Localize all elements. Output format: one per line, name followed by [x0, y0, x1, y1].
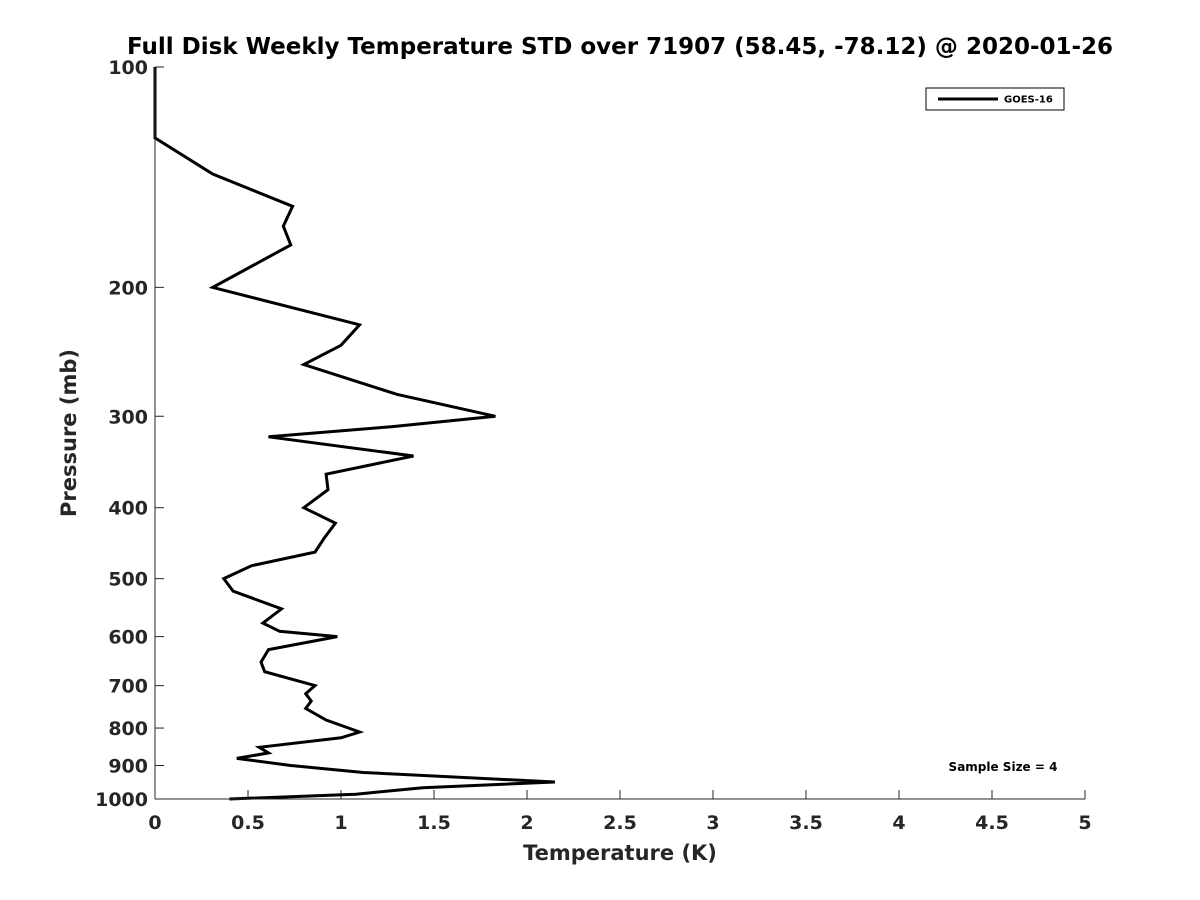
- chart-title: Full Disk Weekly Temperature STD over 71…: [127, 34, 1113, 60]
- y-tick-label: 800: [108, 718, 148, 740]
- x-tick-label: 4.5: [975, 812, 1009, 834]
- series-line-goes-16: [153, 67, 555, 801]
- y-tick-label: 500: [108, 569, 148, 591]
- y-tick-label: 1000: [95, 789, 148, 811]
- x-tick-label: 5: [1078, 812, 1091, 834]
- x-tick-label: 1: [334, 812, 347, 834]
- y-tick-label: 600: [108, 627, 148, 649]
- x-tick-label: 1.5: [417, 812, 451, 834]
- x-axis-ticks: 0 0.5 1 1.5 2 2.5 3 3.5 4 4.5 5: [148, 790, 1092, 834]
- legend-label: GOES-16: [1004, 95, 1053, 106]
- y-tick-label: 900: [108, 756, 148, 778]
- x-tick-label: 2.5: [603, 812, 637, 834]
- x-tick-label: 0: [148, 812, 161, 834]
- y-tick-label: 400: [108, 498, 148, 520]
- sample-size-annotation: Sample Size = 4: [949, 760, 1058, 774]
- x-tick-label: 3: [706, 812, 719, 834]
- legend: GOES-16: [925, 87, 1065, 111]
- x-tick-label: 3.5: [789, 812, 823, 834]
- y-axis-ticks: 100 200 300 400 500 600 700 800 900 1000: [95, 57, 164, 811]
- x-tick-label: 0.5: [231, 812, 265, 834]
- y-tick-label: 100: [108, 57, 148, 79]
- x-tick-label: 2: [520, 812, 533, 834]
- x-tick-label: 4: [892, 812, 905, 834]
- y-tick-label: 200: [108, 277, 148, 299]
- y-axis-label: Pressure (mb): [57, 349, 81, 517]
- y-tick-label: 300: [108, 406, 148, 428]
- y-tick-label: 700: [108, 676, 148, 698]
- x-axis-label: Temperature (K): [523, 841, 717, 865]
